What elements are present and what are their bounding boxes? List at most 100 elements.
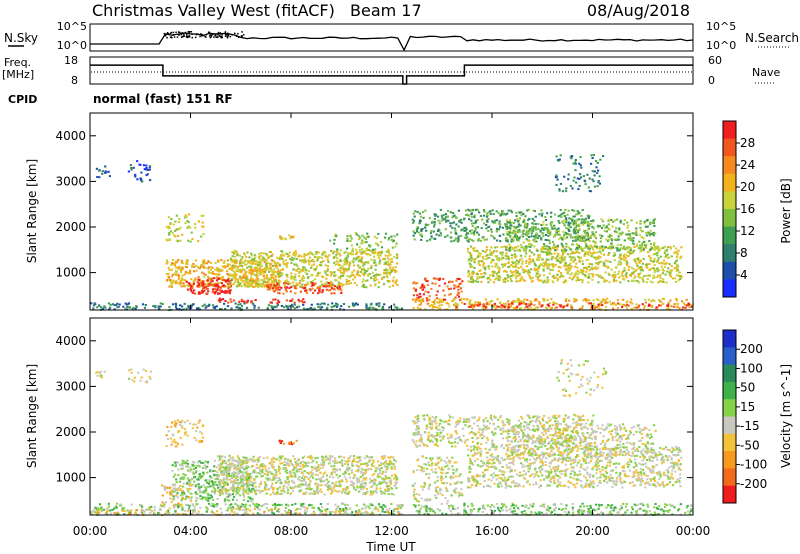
data-point [220, 290, 223, 293]
data-point [351, 511, 354, 514]
data-point [504, 302, 507, 305]
data-point [558, 303, 561, 306]
data-point [253, 508, 256, 510]
data-point [249, 509, 252, 512]
data-point [645, 234, 648, 237]
data-point [510, 209, 513, 212]
data-point [433, 218, 436, 220]
data-point [483, 238, 486, 241]
data-point [528, 303, 531, 306]
data-point [192, 511, 195, 514]
data-point [274, 275, 277, 277]
noise-dot [241, 31, 243, 33]
data-point [666, 253, 669, 256]
data-point [593, 245, 597, 248]
data-point [177, 259, 180, 261]
data-point [203, 289, 206, 292]
data-point [538, 258, 541, 261]
data-point [566, 227, 570, 230]
data-point [308, 260, 311, 263]
nsearch-tick-low: 10^0 [706, 39, 736, 52]
data-point [447, 219, 450, 222]
data-point [293, 303, 296, 306]
data-point [434, 306, 437, 308]
data-point [675, 306, 678, 309]
data-point [485, 223, 488, 226]
data-point [235, 306, 238, 309]
data-point [362, 267, 365, 270]
data-point [310, 264, 313, 267]
data-point [199, 280, 202, 283]
data-point [181, 282, 184, 285]
data-point [381, 510, 384, 513]
data-point [653, 264, 656, 267]
data-point [362, 261, 365, 264]
data-point [651, 222, 654, 225]
data-point [178, 218, 181, 220]
data-point [256, 506, 259, 509]
data-point [639, 250, 642, 253]
data-point [203, 259, 206, 262]
data-point [476, 273, 479, 275]
data-point [215, 510, 219, 513]
data-point [620, 262, 623, 264]
data-point [329, 283, 332, 286]
noise-dot [226, 35, 229, 38]
data-point [396, 284, 399, 286]
data-point [207, 266, 210, 269]
data-point [442, 278, 445, 280]
data-point [175, 481, 178, 484]
data-point [638, 261, 641, 264]
data-point [667, 301, 670, 304]
data-point [522, 278, 525, 281]
data-point [245, 255, 248, 258]
data-point [396, 504, 399, 507]
data-point [658, 262, 661, 265]
data-point [250, 265, 253, 268]
data-point [551, 221, 554, 224]
data-point [482, 262, 485, 265]
data-point [96, 176, 99, 178]
data-point [639, 226, 642, 229]
data-point [437, 301, 440, 304]
data-point [536, 249, 539, 252]
data-point [594, 256, 597, 259]
data-point [377, 251, 381, 254]
data-point [457, 295, 461, 298]
data-point [159, 305, 162, 308]
data-point [135, 306, 138, 309]
data-point [308, 263, 311, 266]
data-point [614, 303, 617, 306]
data-point [216, 279, 219, 282]
data-point [659, 279, 662, 282]
noise-dot [176, 36, 179, 38]
data-point [545, 239, 549, 242]
data-point [267, 509, 270, 512]
data-point [434, 214, 437, 217]
data-point [626, 233, 629, 236]
data-point [610, 238, 613, 240]
data-point [487, 265, 490, 268]
data-point [175, 304, 178, 307]
data-point [343, 263, 346, 266]
data-point [305, 253, 308, 256]
data-point [485, 255, 488, 257]
data-point [367, 273, 370, 276]
y-tick-label: 2000 [55, 220, 86, 234]
data-point [512, 236, 515, 239]
data-point [653, 276, 656, 279]
data-point [191, 503, 194, 506]
data-point [662, 297, 665, 300]
data-point [553, 213, 557, 216]
data-point [253, 254, 256, 257]
data-point [444, 236, 447, 238]
data-point [647, 251, 650, 254]
data-point [563, 265, 566, 268]
data-point [624, 256, 627, 259]
data-point [116, 302, 119, 305]
data-point [669, 270, 672, 273]
data-point [98, 371, 101, 374]
data-point [308, 503, 312, 506]
data-point [136, 178, 139, 181]
data-point [562, 246, 565, 249]
